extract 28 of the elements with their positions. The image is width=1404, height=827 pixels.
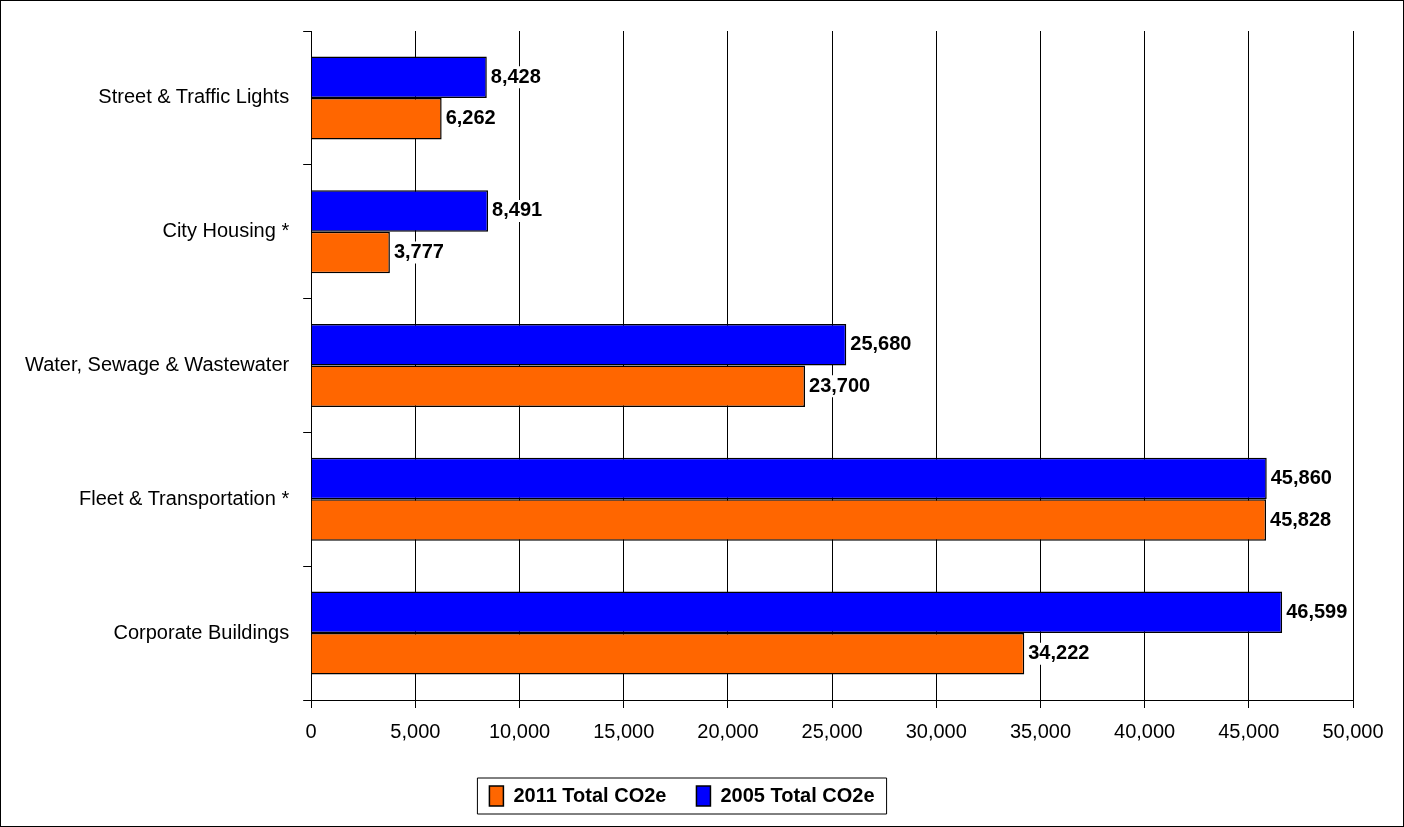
x-tick-label: 5,000 [390,719,441,742]
x-tick-label: 30,000 [905,719,967,742]
legend-label: 2005 Total CO2e [720,783,875,806]
y-tick-label: Street & Traffic Lights [98,85,290,108]
y-tick-label: Fleet & Transportation * [79,486,290,509]
data-label: 8,491 [492,198,543,221]
x-tick-label: 25,000 [801,719,863,742]
data-label: 23,700 [809,373,871,396]
data-label: 25,680 [850,332,912,355]
y-tick-label: City Housing * [162,219,290,242]
x-tick-label: 10,000 [488,719,551,742]
x-tick-label: 35,000 [1009,719,1072,742]
x-tick-label: 0 [305,719,317,742]
data-label: 46,599 [1286,599,1348,622]
x-tick-label: 15,000 [593,719,655,742]
x-tick-label: 40,000 [1114,719,1176,742]
x-tick-label: 50,000 [1322,719,1384,742]
x-tick-label: 20,000 [697,719,759,742]
data-label: 8,428 [490,64,541,87]
data-label: 34,222 [1028,641,1090,664]
data-label: 3,777 [393,239,444,262]
y-tick-label: Corporate Buildings [113,620,290,643]
x-tick-label: 45,000 [1218,719,1280,742]
data-label: 45,860 [1270,466,1332,489]
data-label: 45,828 [1270,507,1332,530]
legend-label: 2011 Total CO2e [513,783,667,806]
data-label: 6,262 [445,106,496,129]
y-tick-label: Water, Sewage & Wastewater [24,353,290,376]
